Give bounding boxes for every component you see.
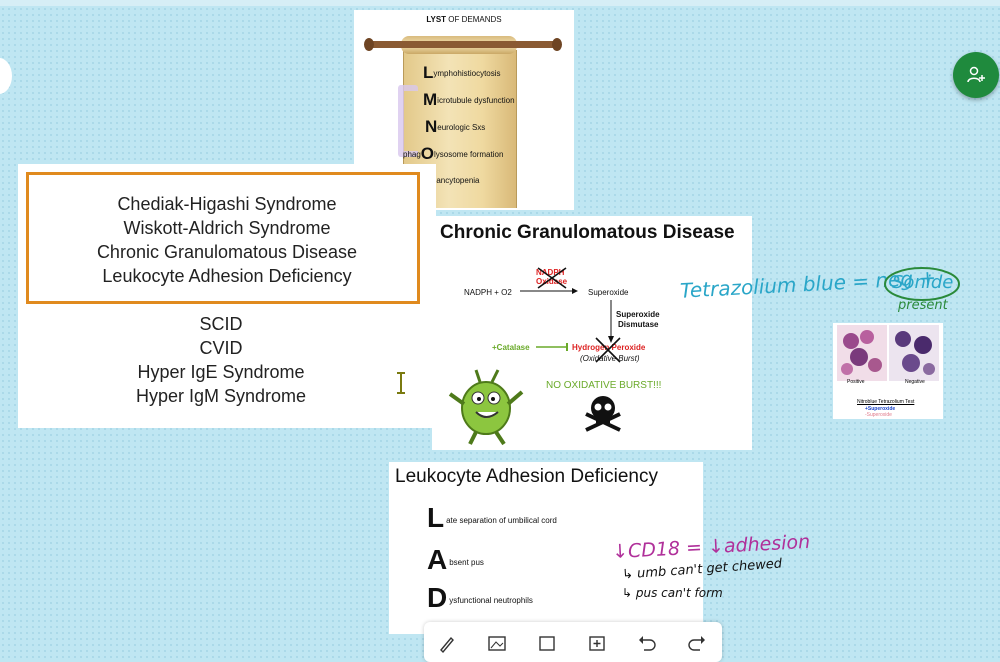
syndrome-item: CVID <box>199 338 243 358</box>
nbt-negative-label: Negative <box>905 379 925 385</box>
superoxide-label: Superoxide <box>588 288 629 297</box>
scroll-rod <box>364 38 562 51</box>
redo-icon[interactable] <box>686 632 708 654</box>
syndrome-item: Wiskott-Aldrich Syndrome <box>123 218 331 238</box>
syndrome-item: Hyper IgM Syndrome <box>135 386 307 406</box>
shape-tool-icon[interactable] <box>536 632 558 654</box>
catalase-label: +Catalase <box>492 343 530 352</box>
cgd-card[interactable]: Chronic Granulomatous Disease NADPH + O2… <box>432 216 752 450</box>
burst-label: (Oxidative Burst) <box>580 354 640 363</box>
syndromes-card[interactable]: Chediak-Higashi Syndrome Wiskott-Aldrich… <box>18 164 436 428</box>
drawing-toolbar <box>424 622 722 662</box>
highlight-bracket <box>398 85 418 157</box>
pen-tool-icon[interactable] <box>436 632 458 654</box>
nbt-cell-images <box>837 325 939 381</box>
nbt-line3: -Superoxide <box>865 412 892 418</box>
green-germ-icon <box>448 369 524 446</box>
undo-icon[interactable] <box>636 632 658 654</box>
nbt-positive-label: Positive <box>847 379 865 385</box>
handwritten-present: present <box>898 298 948 313</box>
blocked-cross-icon <box>537 267 567 289</box>
no-burst-label: NO OXIDATIVE BURST!!! <box>546 380 662 391</box>
add-person-icon <box>967 66 985 83</box>
h2o2-label: Hydrogen Peroxide <box>572 343 646 352</box>
oxidase-label-1: NADPH <box>536 268 565 277</box>
handwritten-circle <box>884 267 960 301</box>
syndrome-item: SCID <box>199 314 243 334</box>
lmnop-row-m: Microtubule dysfunction <box>423 90 515 109</box>
catalase-inhibit-arrow <box>536 343 568 351</box>
syndrome-item: Hyper IgE Syndrome <box>137 362 305 382</box>
handwritten-superoxide: Sonide <box>892 272 954 293</box>
nbt-test-card[interactable]: Positive Negative Nitroblue Tetrazolium … <box>833 323 943 419</box>
lmnop-row-o: phagOlysosome formation <box>403 144 504 163</box>
blocked-cross-icon <box>595 337 621 363</box>
oxidase-label-2: Oxidase <box>536 277 568 286</box>
cgd-title: Chronic Granulomatous Disease <box>440 222 735 243</box>
handwritten-pus: ↳ pus can't form <box>622 586 723 600</box>
nbt-line2: +Superoxide <box>865 406 896 412</box>
add-collaborator-button[interactable] <box>953 52 999 98</box>
phagocyte-defects-box <box>26 172 420 304</box>
text-cursor-icon <box>397 372 405 394</box>
image-tool-icon[interactable] <box>486 632 508 654</box>
reaction-arrow-2 <box>608 300 614 343</box>
lad-title: Leukocyte Adhesion Deficiency <box>395 466 658 487</box>
syndrome-item: Chronic Granulomatous Disease <box>96 242 358 262</box>
syndrome-item: Leukocyte Adhesion Deficiency <box>102 266 352 286</box>
lyst-title: LYST OF DEMANDS <box>426 15 502 24</box>
nadph-label: NADPH + O2 <box>464 288 512 297</box>
side-panel-handle[interactable] <box>0 58 12 94</box>
lmnop-row-n: Neurologic Sxs <box>425 117 486 136</box>
add-item-icon[interactable] <box>586 632 608 654</box>
top-edge-strip <box>0 0 1000 6</box>
nbt-caption: Nitroblue Tetrazolium Test <box>857 399 915 405</box>
reaction-arrow-1 <box>520 288 578 294</box>
skull-icon <box>585 396 621 432</box>
dismutase-label-2: Dismutase <box>618 320 659 329</box>
syndrome-item: Chediak-Higashi Syndrome <box>117 194 337 214</box>
lmnop-row-l: Lymphohistiocytosis <box>423 63 501 82</box>
dismutase-label-1: Superoxide <box>616 310 660 319</box>
